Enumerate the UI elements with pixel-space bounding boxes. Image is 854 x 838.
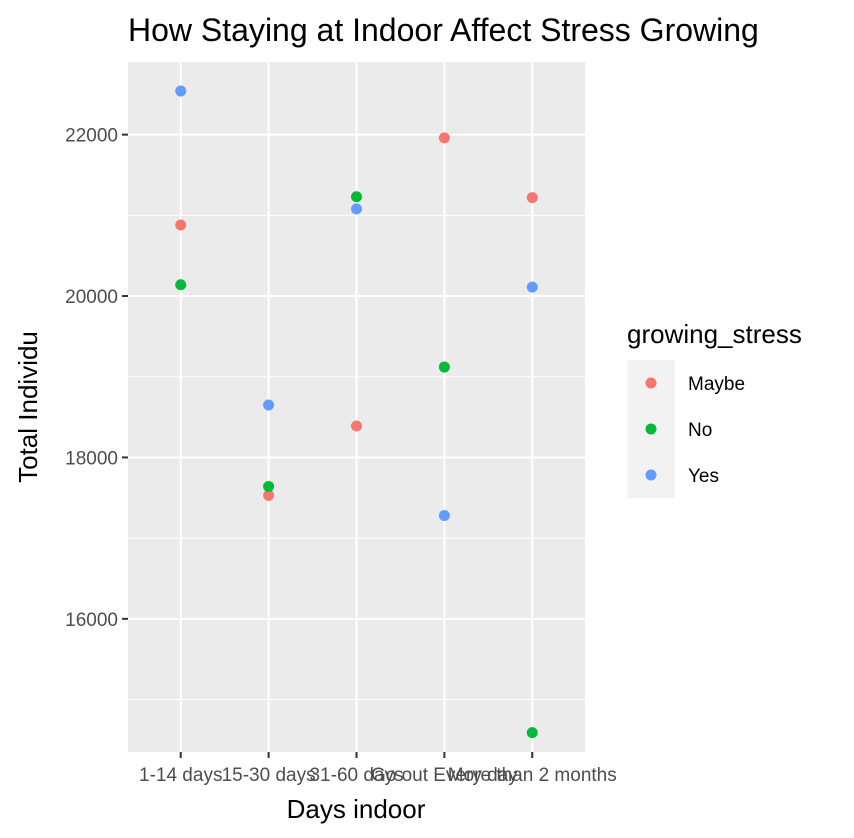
y-axis: 16000 18000 20000 22000 [65,126,128,631]
legend-items: Maybe No Yes [645,374,745,487]
data-point-yes [175,85,187,97]
data-points [175,85,538,739]
data-point-no [438,361,450,373]
data-point-yes [263,399,275,411]
legend-key-maybe [645,377,657,389]
legend-key-no [645,423,657,435]
x-tick-label: Go out Every day [371,765,518,786]
data-point-maybe [351,420,362,432]
legend-label-no: No [688,420,712,441]
data-point-yes [526,281,538,293]
legend-label-maybe: Maybe [688,374,745,395]
x-tick-label: More than 2 months [448,765,617,786]
x-tick-label: 15-30 days [222,765,316,786]
data-point-no [263,480,275,492]
legend-label-yes: Yes [688,466,719,487]
data-point-no [175,279,187,291]
data-point-no [351,191,362,203]
x-axis-title: Days indoor [287,794,426,824]
y-tick-label: 22000 [65,126,118,147]
y-tick-label: 18000 [65,448,118,469]
data-point-maybe [438,132,450,144]
data-point-no [526,727,538,739]
chart-title: How Staying at Indoor Affect Stress Grow… [128,12,759,48]
legend-key-yes [645,469,657,481]
data-point-maybe [526,192,538,204]
y-tick-label: 16000 [65,610,118,631]
major-gridlines [128,62,585,752]
legend-title: growing_stress [627,319,802,349]
data-point-maybe [175,219,187,231]
y-axis-title: Total Individu [13,331,43,483]
legend: growing_stress Maybe No Yes [627,319,802,498]
data-point-yes [438,510,450,522]
x-tick-label: 31-60 days [309,765,403,786]
x-tick-label: 1-14 days [139,765,222,786]
data-point-yes [351,203,362,215]
y-tick-label: 20000 [65,287,118,308]
data-point-maybe [263,489,275,501]
